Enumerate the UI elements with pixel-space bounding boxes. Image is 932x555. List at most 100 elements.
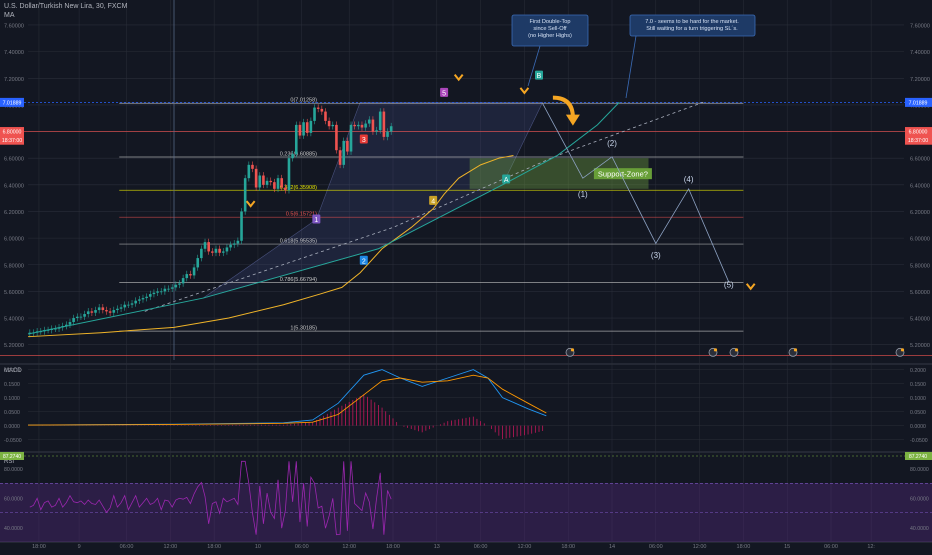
wave-label: 1 [314,217,318,224]
candle [225,247,229,252]
x-tick-label: 06:00 [824,544,838,550]
macd-title: MACD [4,368,22,374]
fib-level-label: 0.236(6.60885) [280,152,317,158]
candle [357,124,360,127]
price-tag-label: 7.01889 [909,100,928,106]
support-zone-label: Support-Zone? [598,170,648,179]
candle [200,248,203,259]
candle [367,119,371,124]
y-tick-label-right: 5.20000 [910,343,930,349]
price-tag-left [0,127,24,137]
candle [207,242,210,252]
arrow-icon [745,283,756,291]
rsi-tick-right: 60.0000 [910,497,929,503]
candle [127,304,130,306]
candle [90,311,94,313]
forecast-path [542,103,730,283]
candle [254,168,258,188]
candle [305,122,309,133]
macd-tick-left: -0.0500 [4,438,22,444]
macd-signal-line [27,374,547,426]
candle [265,180,269,185]
forecast-wave-label: (2) [607,139,617,148]
rsi-tick-left: 80.0000 [4,467,23,473]
candle [287,158,291,191]
macd-tick-left: 0.0000 [4,424,20,430]
macd-tick-right: 0.0000 [910,424,926,430]
candle [192,267,196,276]
candle [130,303,134,305]
y-tick-label-right: 5.40000 [910,317,930,323]
candle [145,296,148,299]
y-tick-label-right: 6.00000 [910,237,930,243]
fib-level-label: 1(5.30185) [290,326,317,332]
rsi-tag [905,452,932,460]
price-tag-left [0,135,24,145]
price-tag-label-left: 18:37:00 [2,138,22,144]
x-tick-label: 9 [78,544,81,550]
candle [276,178,280,189]
wave-label: 4 [431,198,435,205]
y-tick-label-right: 7.20000 [910,77,930,83]
symbol-title: U.S. Dollar/Turkish New Lira, 30, FXCM [4,3,128,10]
wave-label-box [440,87,449,97]
candle [83,314,86,317]
arrow-icon [453,73,464,82]
candle [218,248,221,253]
rsi-tick-left: 40.0000 [4,526,23,532]
rsi-tick-right: 80.0000 [910,467,929,473]
candle [203,242,207,249]
callout-pointer [527,45,541,87]
candle [327,120,331,127]
candle [232,243,236,245]
candle [360,124,364,128]
candle [152,292,156,295]
price-tag [905,97,932,107]
candle [389,126,393,132]
macd-tick-left: 0.1000 [4,396,20,402]
price-tag-label: 18:37:00 [908,138,928,144]
x-tick-label: 15 [784,544,790,550]
candle [324,111,327,121]
x-tick-label: 12:00 [163,544,177,550]
indicator-label: MA [4,12,15,19]
candle [170,287,174,289]
y-tick-label-left: 6.00000 [4,237,24,243]
candle [331,124,335,127]
candle [181,278,185,284]
y-tick-label-left: 7.40000 [4,50,24,56]
candle [167,288,170,290]
price-tag [905,127,932,137]
candle [148,294,152,297]
y-tick-label-left: 6.20000 [4,210,24,216]
candle [273,182,276,189]
rsi-title: RSI [4,459,14,465]
wave-label-box [502,174,511,184]
callout-text: Still waiting for a turn triggering SL´s… [646,26,738,32]
candle [371,119,375,132]
candle [101,307,105,311]
event-marker-dot [734,348,739,352]
candle [262,175,265,185]
x-tick-label: 13 [434,544,440,550]
candle [378,111,382,131]
candle [240,211,243,241]
candle [134,300,137,304]
candle [94,310,97,313]
x-tick-label: 18:00 [737,544,751,550]
y-tick-label-left: 5.20000 [4,343,24,349]
callout-text: 7.0 - seems to be hard for the market. [645,19,739,25]
y-tick-label-left: 5.60000 [4,290,24,296]
candle [86,311,90,315]
rsi-tag-label: 87.2740 [909,454,927,460]
candle [342,140,346,165]
candle [338,150,342,165]
x-tick-label: 12: [867,544,875,550]
candle [79,316,83,318]
y-tick-label-right: 6.60000 [910,157,930,163]
moving-average-line [27,155,514,338]
candle [185,274,189,279]
wave-label-box [359,134,368,144]
